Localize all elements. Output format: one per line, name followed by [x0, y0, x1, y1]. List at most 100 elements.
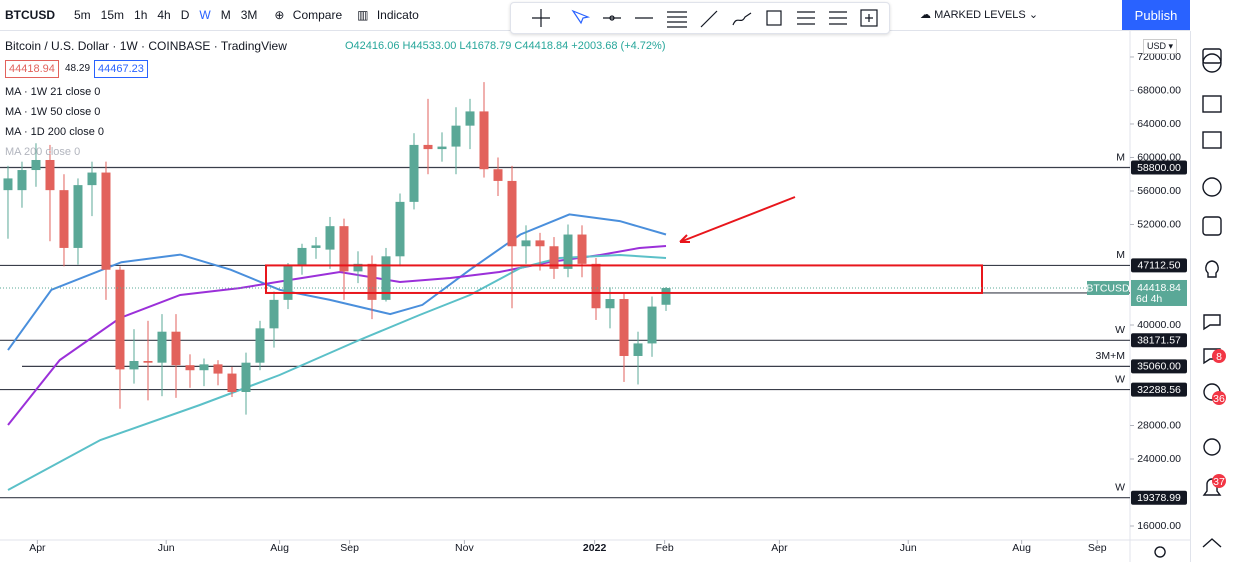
interval[interactable]: 1h: [134, 8, 148, 22]
level-label-bg: [1131, 382, 1187, 397]
level-label: 35060.00: [1137, 361, 1181, 373]
candle-body: [17, 170, 27, 191]
candle-body: [199, 364, 209, 371]
x-tick-label: Sep: [340, 542, 359, 554]
y-tick-label: 16000.00: [1137, 520, 1181, 532]
compare-button[interactable]: ⊕ Compare: [274, 8, 343, 22]
candle-body: [45, 159, 55, 191]
x-tick-label: Nov: [455, 542, 474, 554]
candle-body: [283, 264, 293, 300]
ma-legend: MA · 1W 21 close 0: [5, 86, 101, 98]
x-tick-label: Aug: [1012, 542, 1031, 554]
y-tick-label: 68000.00: [1137, 84, 1181, 96]
level-label-bg: [1131, 490, 1187, 505]
last-price-label: 44418.84: [1137, 282, 1181, 294]
right-sidebar: 8 36 37: [1190, 31, 1234, 562]
ohlc-values: O42416.06 H44533.00 L41678.79 C44418.84 …: [345, 40, 666, 52]
candle-body: [171, 331, 181, 366]
candle-body: [647, 306, 657, 344]
currency-select[interactable]: USD ▾: [1143, 39, 1178, 54]
badge: [1212, 391, 1226, 405]
interval[interactable]: D: [180, 8, 190, 22]
x-tick-label: Jun: [900, 542, 917, 554]
x-tick-label: Feb: [656, 542, 674, 554]
x-tick-label: Jun: [158, 542, 175, 554]
candle-body: [325, 226, 335, 250]
arrow: [679, 196, 796, 243]
candle-body: [367, 263, 377, 300]
candle-body: [339, 226, 349, 272]
candle-body: [619, 299, 629, 356]
badge-count: 8: [1216, 351, 1222, 363]
x-tick-label: Sep: [1088, 542, 1107, 554]
interval[interactable]: M: [220, 8, 231, 22]
candle-body: [3, 178, 13, 191]
candle-body: [157, 331, 167, 363]
marked-levels[interactable]: ☁ MARKED LEVELS ⌄: [920, 9, 1039, 21]
y-tick-label: 64000.00: [1137, 118, 1181, 130]
candle-body: [129, 361, 139, 370]
badge: [1212, 474, 1226, 488]
interval[interactable]: W: [199, 8, 211, 22]
badge: [1212, 349, 1226, 363]
y-tick-label: 52000.00: [1137, 218, 1181, 230]
candle-body: [227, 373, 237, 393]
y-tick-label: 24000.00: [1137, 453, 1181, 465]
indicators-label: Indicato: [376, 8, 419, 22]
y-tick-label: 60000.00: [1137, 151, 1181, 163]
level-label: 47112.50: [1137, 260, 1180, 272]
x-tick-label: Aug: [270, 542, 289, 554]
ma-legend: MA · 1W 50 close 0: [5, 106, 101, 118]
currency: USD: [1147, 41, 1167, 51]
bid-price: 44418.94: [5, 60, 59, 78]
indicators-button[interactable]: ▥ Indicato: [357, 8, 419, 22]
x-tick-label: 2022: [583, 542, 607, 554]
spread: 48.29: [65, 62, 91, 74]
level-label: 19378.99: [1137, 492, 1181, 504]
candle-body: [591, 263, 601, 309]
candle-body: [577, 234, 587, 264]
level-label-bg: [1131, 160, 1187, 175]
drawing-icons: [532, 9, 878, 28]
candle-body: [73, 185, 83, 248]
candle-body: [535, 240, 545, 247]
candle-body: [493, 169, 503, 181]
moving-average: [7, 213, 667, 351]
candle-body: [423, 144, 433, 150]
candle-body: [311, 245, 321, 248]
last-price-tag: BTCUSD: [1086, 282, 1130, 294]
candle-body: [437, 146, 447, 150]
drawing-toolbar: [510, 2, 890, 34]
candle-body: [185, 365, 195, 371]
level-label-bg: [1131, 258, 1187, 273]
level-tag: M: [1116, 151, 1125, 163]
sidebar-icons: 8 36 37: [1202, 48, 1226, 548]
level-label: 32288.56: [1137, 384, 1181, 396]
level-tag: W: [1115, 324, 1125, 336]
chart: 72000.0068000.0064000.0060000.0056000.00…: [0, 31, 1190, 562]
candle-body: [479, 111, 489, 170]
candle-body: [143, 361, 153, 363]
candle-body: [563, 234, 573, 269]
y-tick-label: 28000.00: [1137, 419, 1181, 431]
interval[interactable]: 3M: [240, 8, 258, 22]
level-tag: M: [1116, 249, 1125, 261]
symbol[interactable]: BTCUSD: [5, 8, 55, 22]
candle-body: [521, 240, 531, 247]
interval[interactable]: 5m: [74, 8, 91, 22]
candle-body: [255, 328, 265, 363]
candle-body: [605, 299, 615, 309]
candle-body: [87, 172, 97, 186]
candle-body: [451, 125, 461, 147]
publish-button[interactable]: Publish: [1122, 0, 1190, 30]
compare-label: Compare: [292, 8, 343, 22]
interval[interactable]: 15m: [100, 8, 125, 22]
ask-price: 44467.23: [94, 60, 148, 78]
moving-average: [7, 253, 667, 491]
x-tick-label: Apr: [771, 542, 788, 554]
level-label-bg: [1131, 333, 1187, 348]
intervals: 5m 15m 1h 4h D W M 3M: [69, 8, 262, 22]
x-tick-label: Apr: [29, 542, 46, 554]
interval[interactable]: 4h: [157, 8, 171, 22]
badge-count: 36: [1213, 393, 1225, 405]
